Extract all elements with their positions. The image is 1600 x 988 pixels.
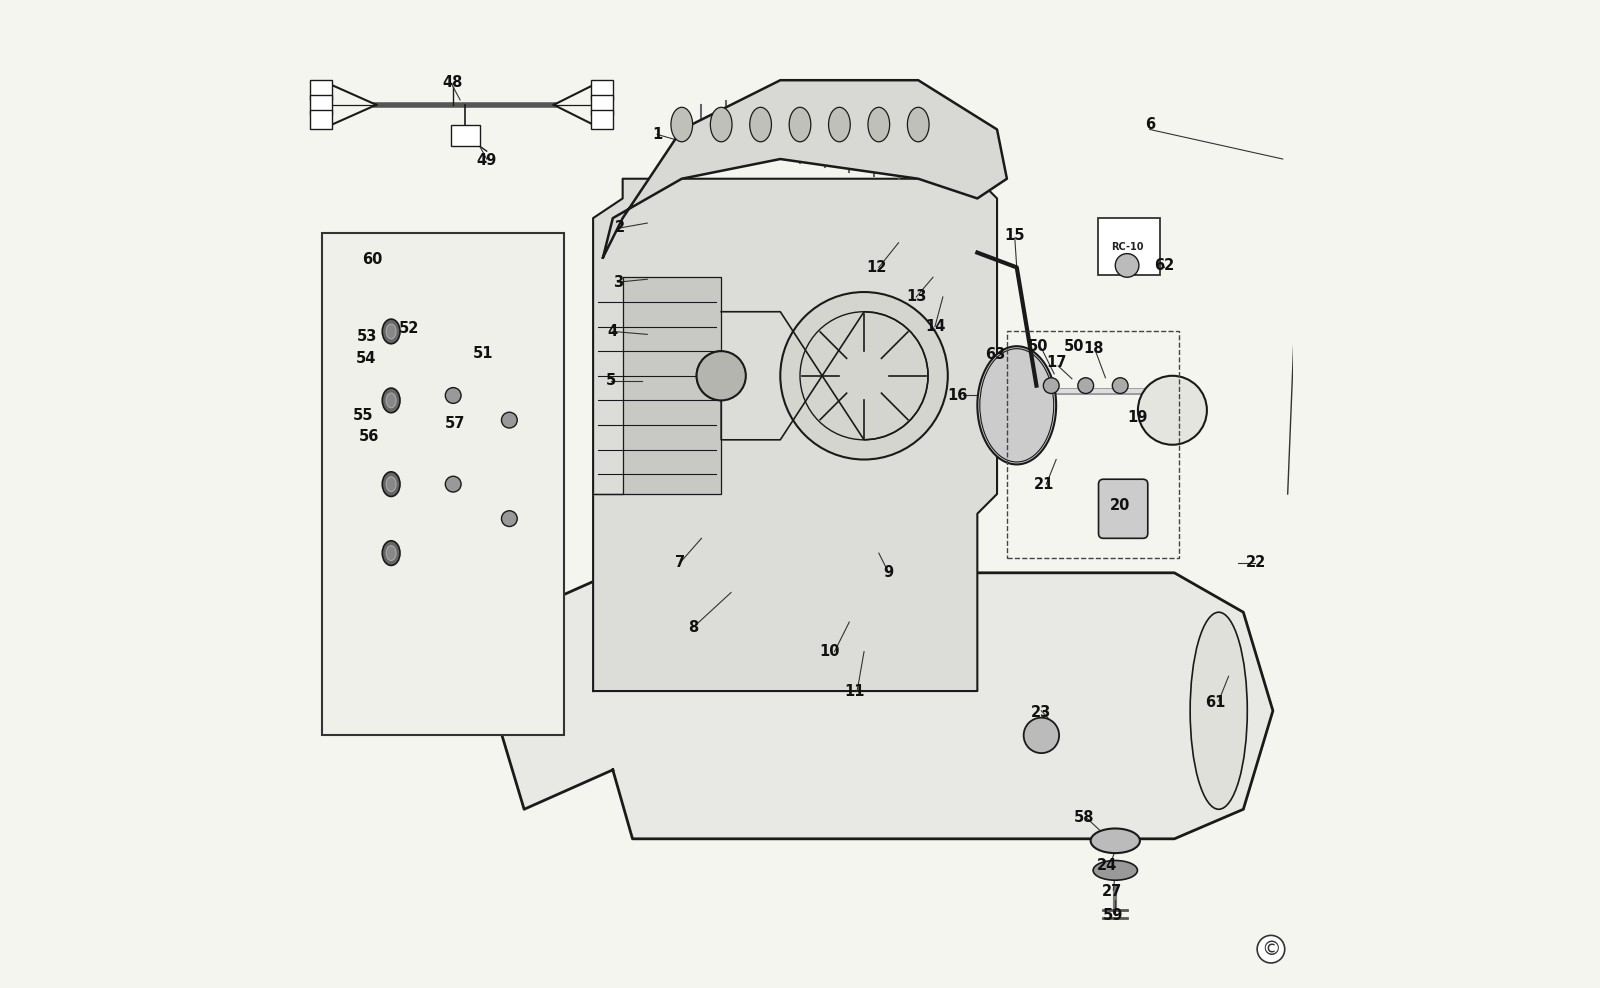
Circle shape	[1112, 377, 1128, 393]
Text: 11: 11	[843, 684, 864, 699]
Text: 55: 55	[354, 408, 374, 423]
Ellipse shape	[386, 324, 397, 339]
Ellipse shape	[1091, 829, 1139, 853]
Ellipse shape	[382, 319, 400, 344]
Circle shape	[1115, 254, 1139, 278]
Ellipse shape	[710, 108, 733, 142]
Text: 2: 2	[614, 220, 624, 235]
Circle shape	[1078, 377, 1093, 393]
Circle shape	[501, 511, 517, 527]
Text: 1: 1	[653, 126, 662, 142]
Text: 53: 53	[357, 329, 378, 344]
Circle shape	[696, 351, 746, 400]
Ellipse shape	[829, 108, 850, 142]
Text: 24: 24	[1098, 858, 1117, 873]
Text: 59: 59	[1102, 908, 1123, 923]
Text: 52: 52	[398, 321, 419, 336]
Circle shape	[445, 476, 461, 492]
FancyBboxPatch shape	[590, 110, 613, 129]
Ellipse shape	[386, 477, 397, 492]
FancyBboxPatch shape	[1098, 218, 1160, 276]
Ellipse shape	[670, 108, 693, 142]
FancyBboxPatch shape	[310, 110, 333, 129]
Text: 19: 19	[1128, 410, 1149, 425]
Ellipse shape	[907, 108, 930, 142]
Circle shape	[1138, 375, 1206, 445]
Text: 23: 23	[1032, 705, 1051, 720]
Polygon shape	[603, 80, 1006, 258]
Polygon shape	[494, 573, 1274, 839]
Circle shape	[781, 292, 947, 459]
Text: 51: 51	[472, 346, 493, 361]
Text: 4: 4	[608, 324, 618, 339]
FancyBboxPatch shape	[1099, 479, 1147, 538]
Ellipse shape	[382, 388, 400, 413]
Ellipse shape	[382, 472, 400, 496]
Text: 49: 49	[477, 153, 498, 169]
FancyBboxPatch shape	[590, 95, 613, 115]
Text: 9: 9	[883, 565, 894, 580]
Text: 61: 61	[1205, 696, 1226, 710]
Text: 7: 7	[675, 555, 685, 570]
Text: 3: 3	[613, 275, 622, 289]
Ellipse shape	[386, 545, 397, 560]
Circle shape	[1258, 936, 1285, 963]
FancyBboxPatch shape	[590, 80, 613, 100]
Circle shape	[445, 387, 461, 403]
Ellipse shape	[1093, 861, 1138, 880]
Text: 63: 63	[986, 347, 1005, 362]
Ellipse shape	[867, 108, 890, 142]
Text: 56: 56	[360, 430, 379, 445]
Circle shape	[1043, 377, 1059, 393]
Text: 21: 21	[1034, 476, 1054, 492]
Circle shape	[501, 412, 517, 428]
Text: ©: ©	[1261, 940, 1280, 958]
Text: RC-10: RC-10	[1112, 242, 1144, 252]
Text: 22: 22	[1246, 555, 1266, 570]
Text: 10: 10	[819, 644, 840, 659]
Text: 20: 20	[1110, 498, 1130, 514]
Text: 57: 57	[445, 416, 466, 431]
FancyBboxPatch shape	[322, 233, 563, 735]
Text: 14: 14	[926, 319, 946, 334]
Text: 12: 12	[867, 260, 886, 275]
Text: 27: 27	[1102, 883, 1123, 898]
Ellipse shape	[789, 108, 811, 142]
Ellipse shape	[750, 108, 771, 142]
Text: 58: 58	[1074, 809, 1094, 825]
FancyBboxPatch shape	[310, 95, 333, 115]
Text: 13: 13	[906, 289, 926, 304]
Ellipse shape	[386, 393, 397, 408]
FancyBboxPatch shape	[310, 80, 333, 100]
Text: 60: 60	[362, 252, 382, 267]
Text: 18: 18	[1083, 341, 1104, 356]
Text: 6: 6	[1144, 117, 1155, 132]
Text: 17: 17	[1046, 356, 1066, 370]
Text: 15: 15	[1005, 228, 1026, 243]
Text: 16: 16	[947, 388, 968, 403]
Text: 48: 48	[442, 75, 462, 90]
Text: 50: 50	[1029, 339, 1048, 354]
Ellipse shape	[978, 346, 1056, 464]
Text: 5: 5	[606, 373, 616, 388]
Text: 50: 50	[1064, 339, 1085, 354]
Text: 54: 54	[355, 351, 376, 366]
Text: 62: 62	[1155, 258, 1174, 273]
Polygon shape	[594, 179, 997, 691]
FancyBboxPatch shape	[451, 124, 480, 146]
Circle shape	[1024, 717, 1059, 753]
Text: 8: 8	[688, 619, 699, 634]
Ellipse shape	[382, 540, 400, 565]
Polygon shape	[594, 278, 722, 494]
Ellipse shape	[1190, 613, 1248, 809]
